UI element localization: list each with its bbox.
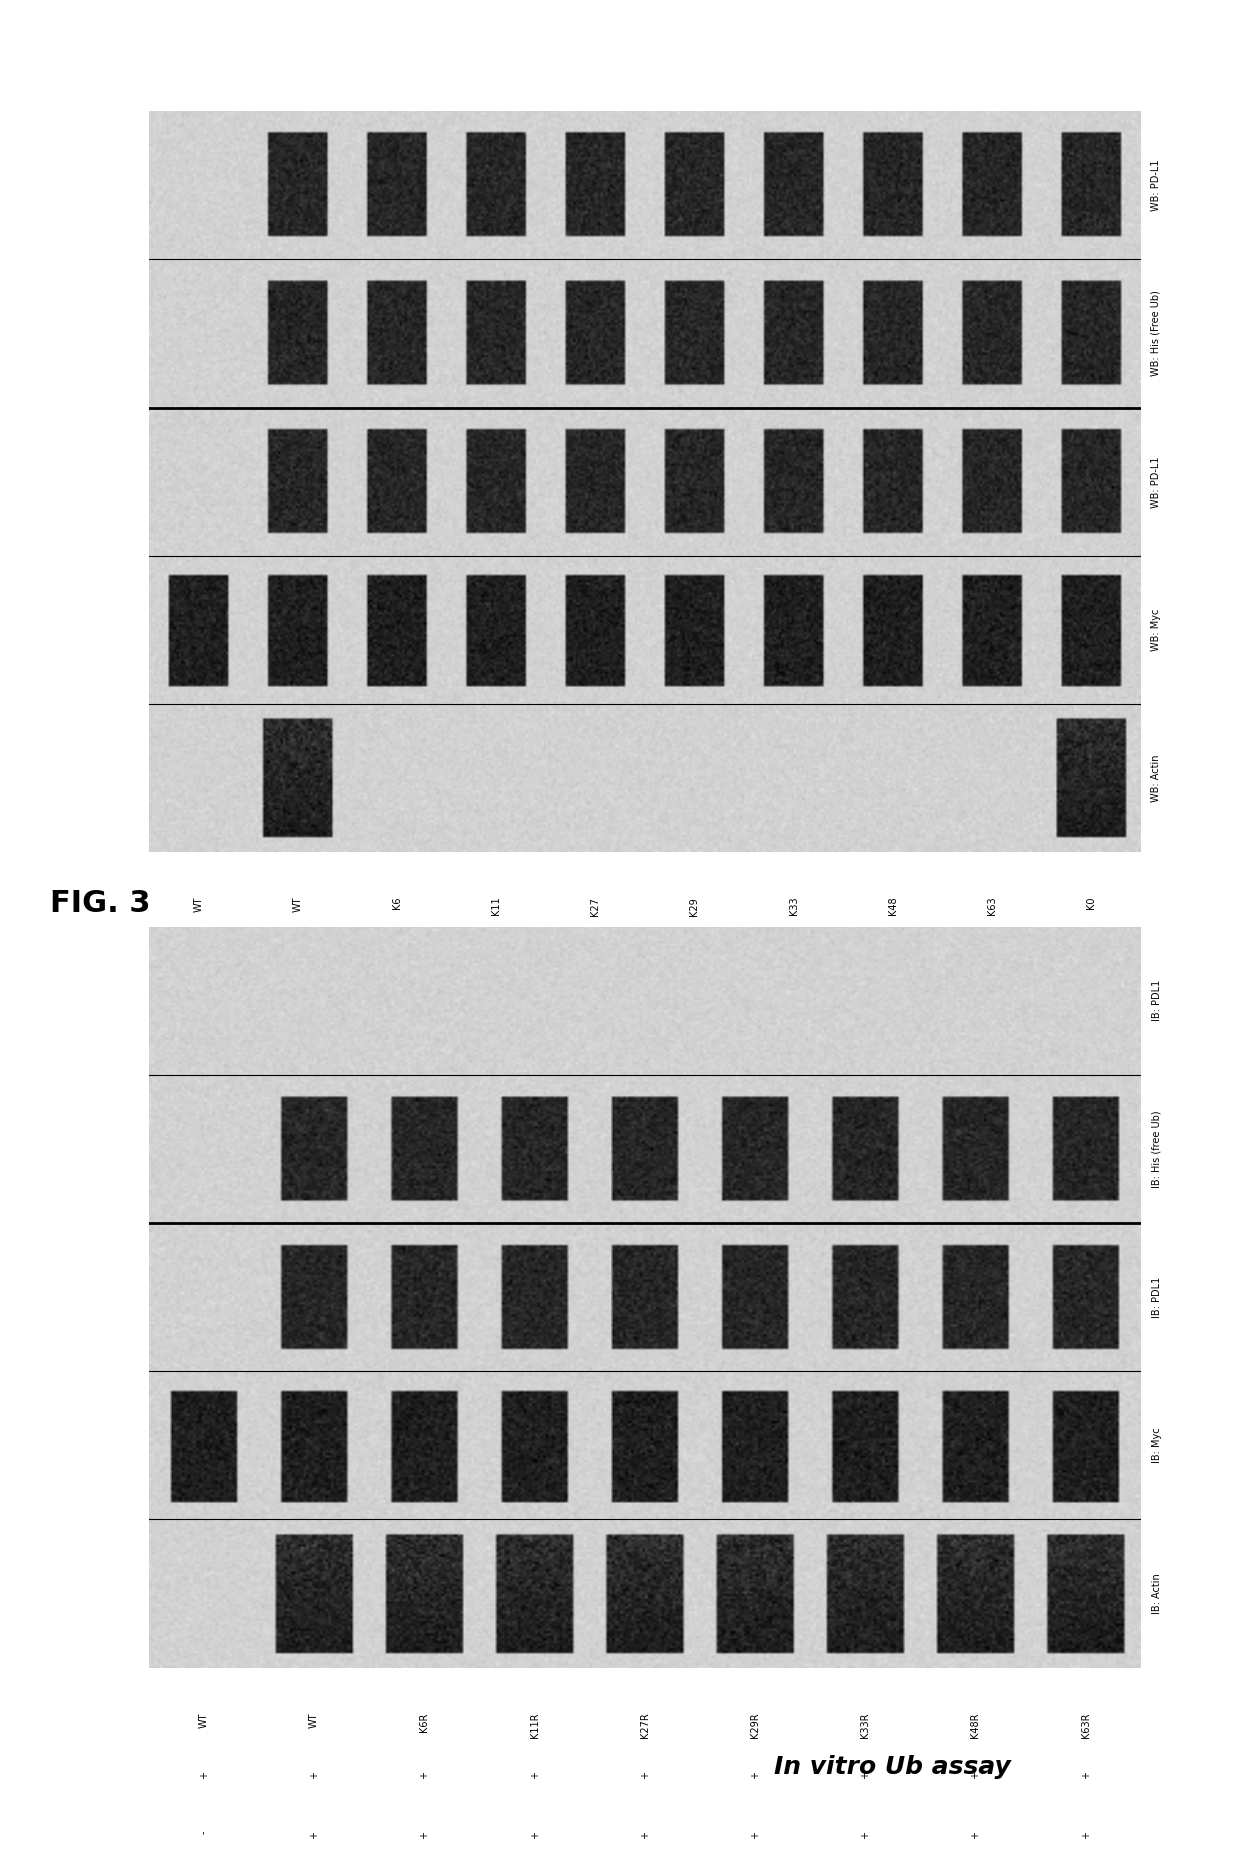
Text: +: + [750, 1771, 760, 1779]
Text: FIG. 3: FIG. 3 [50, 889, 150, 919]
Text: WT: WT [309, 1712, 319, 1727]
Text: +: + [198, 1771, 208, 1779]
Text: +: + [888, 1075, 898, 1082]
Text: K48: K48 [888, 897, 898, 915]
Text: -: - [193, 1015, 203, 1019]
Text: +: + [971, 1831, 981, 1838]
Text: +: + [590, 956, 600, 964]
Text: K29: K29 [689, 897, 699, 915]
Text: +: + [789, 1015, 799, 1023]
Text: WT: WT [198, 1712, 208, 1727]
Text: In vitro Ub assay: In vitro Ub assay [775, 1755, 1011, 1779]
Text: WT: WT [193, 897, 203, 912]
Text: +: + [689, 1015, 699, 1023]
Text: +: + [419, 1831, 429, 1838]
Text: +: + [1086, 956, 1096, 964]
Text: K11: K11 [491, 897, 501, 915]
Text: K63: K63 [987, 897, 997, 915]
Text: +: + [293, 1015, 303, 1023]
Text: +: + [392, 1075, 402, 1082]
Text: IB: PDL1: IB: PDL1 [1152, 1277, 1162, 1317]
Text: +: + [1086, 1075, 1096, 1082]
Text: WB: Actin: WB: Actin [1151, 754, 1161, 802]
Text: IB: Actin: IB: Actin [1152, 1573, 1162, 1614]
Text: +: + [392, 1015, 402, 1023]
Text: WB: Myc: WB: Myc [1151, 610, 1161, 650]
Text: +: + [689, 1075, 699, 1082]
Text: +: + [491, 1015, 501, 1023]
Text: WT: WT [293, 897, 303, 912]
Text: IB: PDL1: IB: PDL1 [1152, 980, 1162, 1021]
Text: +: + [193, 1075, 203, 1082]
Text: K0: K0 [1086, 897, 1096, 910]
Text: +: + [971, 1771, 981, 1779]
Text: K29R: K29R [750, 1712, 760, 1738]
Text: WB: His (Free Ub): WB: His (Free Ub) [1151, 291, 1161, 376]
Text: +: + [309, 1831, 319, 1838]
Text: K33: K33 [789, 897, 799, 915]
Text: K48R: K48R [971, 1712, 981, 1738]
Text: +: + [987, 956, 997, 964]
Text: +: + [888, 956, 898, 964]
Text: +: + [789, 956, 799, 964]
Text: K27: K27 [590, 897, 600, 915]
Text: +: + [861, 1831, 870, 1838]
Text: K6R: K6R [419, 1712, 429, 1731]
Text: K6: K6 [392, 897, 402, 910]
Text: +: + [640, 1831, 650, 1838]
Text: WB: PD-L1: WB: PD-L1 [1151, 456, 1161, 508]
Text: +: + [640, 1771, 650, 1779]
Text: +: + [491, 1075, 501, 1082]
Text: +: + [293, 956, 303, 964]
Text: +: + [309, 1771, 319, 1779]
Text: +: + [529, 1771, 539, 1779]
Text: IB: Myc: IB: Myc [1152, 1427, 1162, 1464]
Text: +: + [861, 1771, 870, 1779]
Text: +: + [1081, 1831, 1091, 1838]
Text: +: + [750, 1831, 760, 1838]
Text: +: + [419, 1771, 429, 1779]
Text: WB: PD-L1: WB: PD-L1 [1151, 159, 1161, 211]
Text: K11R: K11R [529, 1712, 539, 1738]
Text: K33R: K33R [861, 1712, 870, 1738]
Text: IB: His (free Ub): IB: His (free Ub) [1152, 1110, 1162, 1188]
Text: +: + [1081, 1771, 1091, 1779]
Text: +: + [193, 956, 203, 964]
Text: +: + [293, 1075, 303, 1082]
Text: +: + [529, 1831, 539, 1838]
Text: -: - [198, 1831, 208, 1834]
Text: +: + [1086, 1015, 1096, 1023]
Text: K27R: K27R [640, 1712, 650, 1738]
Text: +: + [689, 956, 699, 964]
Text: K63R: K63R [1081, 1712, 1091, 1738]
Text: +: + [987, 1015, 997, 1023]
Text: +: + [590, 1075, 600, 1082]
Text: +: + [888, 1015, 898, 1023]
Text: +: + [392, 956, 402, 964]
Text: +: + [789, 1075, 799, 1082]
Text: +: + [987, 1075, 997, 1082]
Text: +: + [590, 1015, 600, 1023]
Text: +: + [491, 956, 501, 964]
